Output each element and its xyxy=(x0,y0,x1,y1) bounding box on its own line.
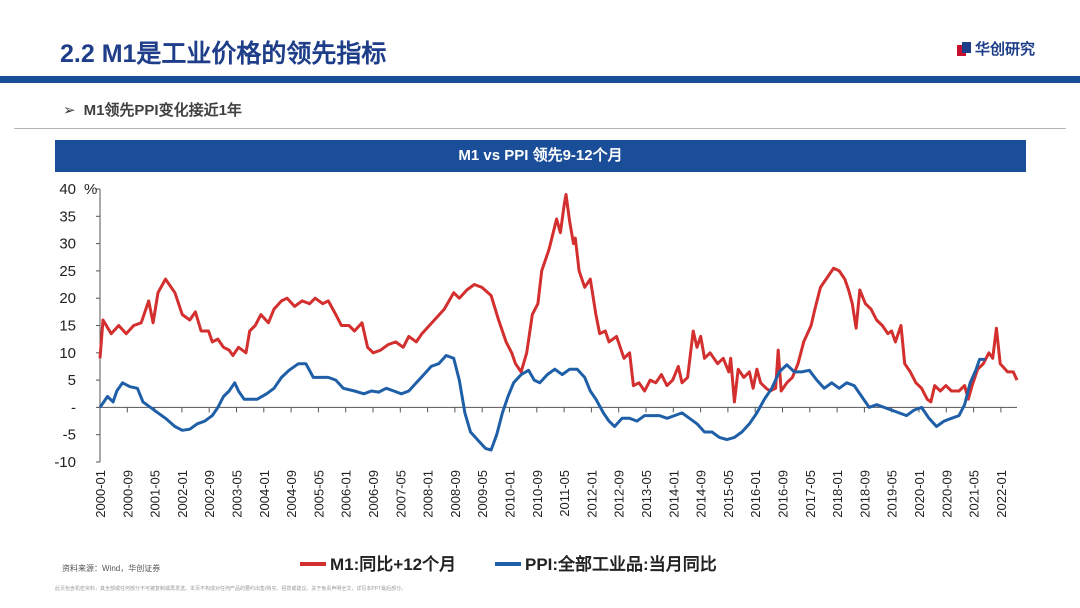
y-tick-label: 20 xyxy=(59,290,76,307)
x-tick-label: 2017-05 xyxy=(803,470,818,518)
x-tick-label: 2018-01 xyxy=(830,470,845,518)
x-tick-label: 2000-01 xyxy=(93,470,108,518)
x-tick-label: 2003-05 xyxy=(230,470,245,518)
x-axis: 2000-01 2000-09 2001-05 2002-01 2002-09 2003-… xyxy=(93,406,1017,518)
y-axis: 40 35 30 25 20 15 10 5 - -5 -10% xyxy=(54,181,101,471)
legend-label-ppi: PPI:全部工业品:当月同比 xyxy=(525,554,717,574)
y-tick-label: 30 xyxy=(59,236,76,253)
x-tick-label: 2004-01 xyxy=(257,470,272,518)
x-tick-label: 2014-01 xyxy=(666,470,681,518)
x-tick-label: 2013-05 xyxy=(639,470,654,518)
x-tick-label: 2010-09 xyxy=(530,470,545,518)
x-tick-label: 2019-05 xyxy=(885,470,900,518)
y-unit-label: % xyxy=(84,181,97,198)
x-tick-label: 2015-05 xyxy=(721,470,736,518)
y-tick-label: 25 xyxy=(59,263,76,280)
x-tick-label: 2022-01 xyxy=(994,470,1009,518)
page-title: 2.2 M1是工业价格的领先指标 xyxy=(60,40,387,68)
chart-title-banner: M1 vs PPI 领先9-12个月 xyxy=(55,140,1026,172)
ppi-series-line xyxy=(98,354,986,452)
x-tick-label: 2009-05 xyxy=(475,470,490,518)
legend-label-m1: M1:同比+12个月 xyxy=(330,554,456,574)
source-note: 资料来源：Wind，华创证券 xyxy=(62,564,161,573)
x-tick-label: 2010-01 xyxy=(503,470,518,518)
y-tick-label: 15 xyxy=(59,318,76,335)
x-tick-label: 2001-05 xyxy=(148,470,163,518)
legend: M1:同比+12个月 PPI:全部工业品:当月同比 xyxy=(300,554,717,574)
series-lines xyxy=(98,193,1019,452)
y-tick-label: 35 xyxy=(59,208,76,225)
x-tick-label: 2002-09 xyxy=(202,470,217,518)
x-tick-label: 2005-05 xyxy=(311,470,326,518)
x-tick-label: 2004-09 xyxy=(284,470,299,518)
y-tick-label: 10 xyxy=(59,345,76,362)
x-tick-label: 2020-01 xyxy=(912,470,927,518)
x-tick-label: 2021-05 xyxy=(967,470,982,518)
x-tick-label: 2000-09 xyxy=(120,470,135,518)
y-tick-label: - xyxy=(71,399,76,416)
x-tick-label: 2011-05 xyxy=(557,470,572,517)
logo: 华创研究 xyxy=(957,38,1035,59)
section-subtitle: ➢ M1领先PPI变化接近1年 xyxy=(63,99,242,120)
logo-text: 华创研究 xyxy=(975,41,1036,58)
x-tick-label: 2014-09 xyxy=(694,470,709,518)
y-tick-label: 40 xyxy=(59,181,76,198)
x-tick-label: 2006-01 xyxy=(339,470,354,518)
x-tick-label: 2018-09 xyxy=(857,470,872,518)
disclaimer: 此页包含机密资料，其全部或任何部分不可被复制或再发送。本页不构成对任何产品的要约… xyxy=(55,586,407,592)
x-tick-label: 2002-01 xyxy=(175,470,190,518)
x-tick-label: 2016-01 xyxy=(748,470,763,518)
x-tick-label: 2006-09 xyxy=(366,470,381,518)
x-tick-label: 2012-01 xyxy=(584,470,599,518)
x-tick-label: 2020-09 xyxy=(939,470,954,518)
x-tick-label: 2007-05 xyxy=(393,470,408,518)
x-tick-label: 2008-09 xyxy=(448,470,463,518)
x-tick-label: 2008-01 xyxy=(421,470,436,518)
subtitle-text: M1领先PPI变化接近1年 xyxy=(83,102,242,119)
x-tick-label: 2012-09 xyxy=(612,470,627,518)
y-tick-label: -10 xyxy=(54,454,76,471)
arrow-bullet-icon: ➢ xyxy=(63,102,76,119)
y-tick-label: -5 xyxy=(63,427,76,444)
m1-series-line xyxy=(98,193,1019,404)
x-tick-label: 2016-09 xyxy=(776,470,791,518)
header-bar xyxy=(0,76,1080,83)
divider xyxy=(14,128,1066,129)
logo-icon xyxy=(957,41,971,56)
y-tick-label: 5 xyxy=(68,372,76,389)
